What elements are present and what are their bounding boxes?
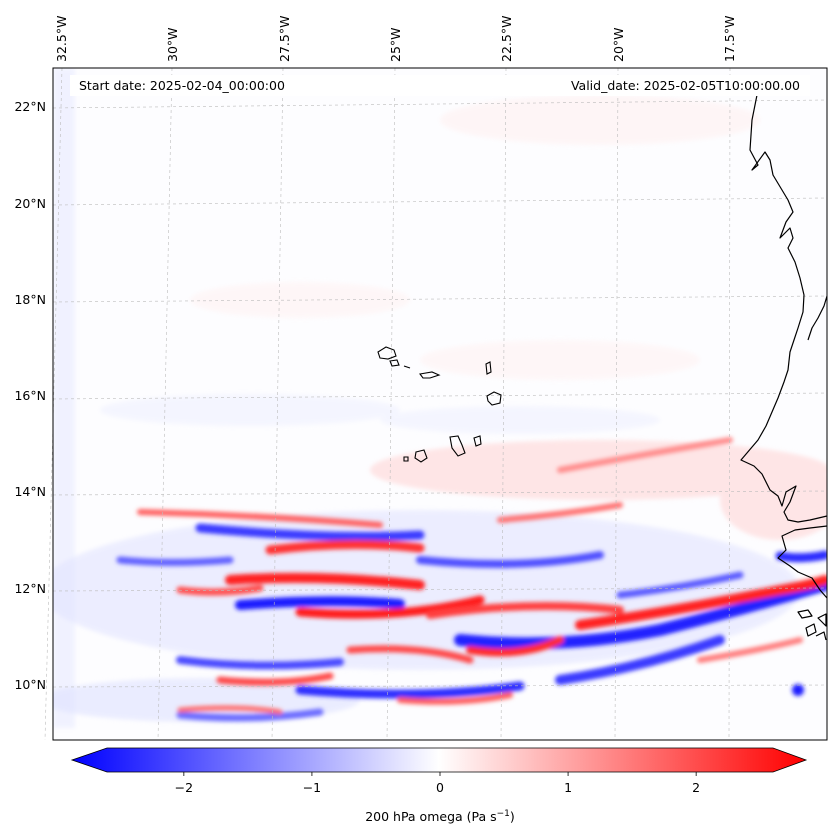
omega-band-tint [53, 440, 827, 722]
island-sao-nicolau [419, 371, 441, 379]
coastline-gambia-guinea [777, 525, 828, 599]
colorbar-label: 200 hPa omega (Pa s−1) [365, 809, 515, 824]
colorbar-label-prefix: 200 hPa omega (Pa s [365, 809, 496, 824]
colorbar: −2 −1 0 1 2 200 hPa omega (Pa s−1) [70, 747, 808, 824]
lon-label-27-5w: 27.5°W [277, 16, 292, 62]
lon-label-25w: 25°W [388, 27, 403, 62]
lon-label-30w: 30°W [165, 27, 180, 62]
island-maio [473, 435, 482, 447]
island-sal [485, 361, 492, 375]
colorbar-label-suffix: ) [510, 809, 515, 824]
island-brava [403, 456, 409, 462]
valid-date-label: Valid_date: 2025-02-05T10:00:00.00 [571, 78, 800, 93]
lat-label-12n: 12°N [14, 581, 46, 596]
colorbar-tick-label: 0 [436, 780, 444, 795]
colorbar-tick-label: −1 [303, 780, 321, 795]
lat-label-16n: 16°N [14, 388, 46, 403]
island-boa-vista [486, 391, 502, 406]
lon-label-32-5w: 32.5°W [54, 16, 69, 62]
colorbar-body [70, 747, 808, 773]
longitude-labels: 32.5°W 30°W 27.5°W 25°W 22.5°W 20°W 17.5… [54, 16, 737, 62]
coastline-north-extension [807, 295, 828, 341]
colorbar-tick-label: 1 [564, 780, 572, 795]
start-date-label: Start date: 2025-02-04_00:00:00 [79, 78, 285, 93]
date-banner [70, 75, 810, 96]
island-fogo [414, 449, 428, 463]
colorbar-tick-label: −2 [175, 780, 193, 795]
map-frame [52, 67, 828, 741]
island-santo-antao [377, 346, 397, 360]
lat-label-10n: 10°N [14, 677, 46, 692]
island-sao-vicente [389, 359, 400, 367]
lat-label-18n: 18°N [14, 292, 46, 307]
lon-label-20w: 20°W [611, 27, 626, 62]
lon-label-22-5w: 22.5°W [499, 16, 514, 62]
omega-streaks [116, 437, 827, 722]
coastline-mauritania-senegal [740, 94, 828, 523]
lon-label-17-5w: 17.5°W [722, 16, 737, 62]
cape-verde-islands [377, 346, 502, 463]
omega-field [53, 68, 827, 728]
island-santiago [449, 435, 466, 457]
africa-coastline [740, 94, 828, 641]
colorbar-ticks: −2 −1 0 1 2 [175, 772, 700, 795]
lat-label-22n: 22°N [14, 99, 46, 114]
island-santa-luzia [403, 365, 411, 369]
lat-label-20n: 20°N [14, 196, 46, 211]
latitude-labels: 22°N 20°N 18°N 16°N 14°N 12°N 10°N [14, 99, 46, 692]
lat-label-14n: 14°N [14, 484, 46, 499]
map-panel: Start date: 2025-02-04_00:00:00 Valid_da… [44, 67, 828, 741]
colorbar-tick-label: 2 [692, 780, 700, 795]
coastline-bissagos [797, 609, 827, 641]
colorbar-label-exponent: −1 [497, 809, 510, 819]
